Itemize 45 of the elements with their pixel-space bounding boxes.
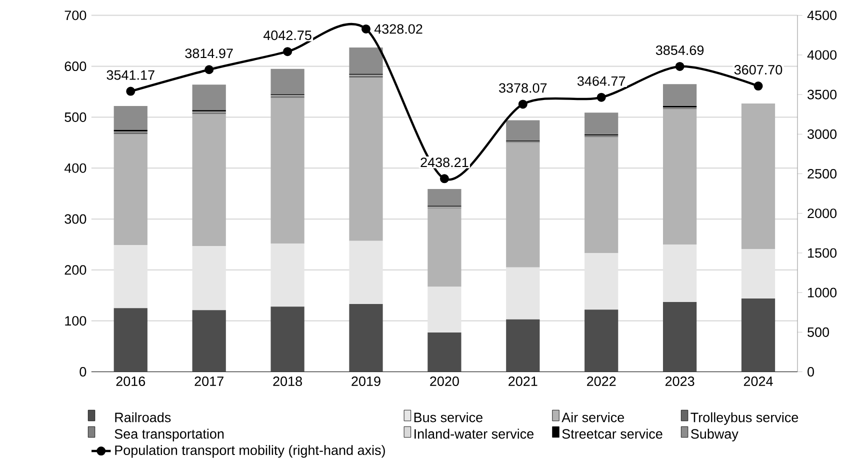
y2-tick-label: 0 [808,367,814,377]
legend-label: Trolleybus service [690,412,798,426]
x-tick-label: 2023 [665,376,694,386]
x-tick-label: 2018 [273,376,302,386]
x-tick-label: 2016 [116,376,146,386]
y2-tick-label: 1500 [808,248,837,258]
y2-tick-label: 2500 [808,169,837,179]
data-label: 4042.75 [263,30,312,40]
y-tick-label: 500 [64,112,86,122]
y-tick-label: 600 [64,62,86,72]
y-tick-label: 200 [64,265,86,275]
y-tick-label: 400 [64,163,86,174]
x-tick-label: 2017 [194,376,224,386]
y2-tick-label: 2000 [808,208,837,218]
data-label: 3607.70 [734,65,782,75]
data-label: 3814.97 [185,48,233,58]
y2-tick-label: 4000 [807,50,837,60]
x-tick-label: 2024 [744,376,773,386]
x-tick-label: 2021 [508,376,538,386]
y-tick-label: 300 [64,214,86,224]
y-tick-label: 0 [80,367,86,377]
legend-label: Air service [562,412,624,422]
x-tick-label: 2019 [352,376,380,386]
data-label: 3464.77 [577,76,626,86]
legend-label: Population transport mobility (right-hand axis) [115,445,385,458]
legend-label: Railroads [115,412,171,422]
y2-tick-label: 1000 [808,288,837,298]
x-tick-label: 2020 [430,376,459,386]
y-tick-label: 700 [64,10,86,20]
data-label: 3541.17 [106,70,154,80]
legend-label: Bus service [414,412,482,422]
data-label: 2438.21 [420,158,468,168]
legend-label: Inland-water service [414,428,534,439]
y-tick-label: 100 [65,316,86,326]
y2-tick-label: 500 [808,328,830,338]
data-label: 3378.07 [499,83,547,93]
legend-label: Sea transportation [114,428,224,442]
data-label: 4328.02 [374,24,422,34]
x-tick-label: 2022 [587,376,616,386]
legend-label: Subway [691,428,738,442]
y2-tick-label: 4500 [807,10,837,20]
y2-tick-label: 3000 [808,130,837,140]
y2-tick-label: 3500 [808,90,837,100]
legend-label: Streetcar service [562,428,662,439]
data-label: 3854.69 [656,46,704,56]
